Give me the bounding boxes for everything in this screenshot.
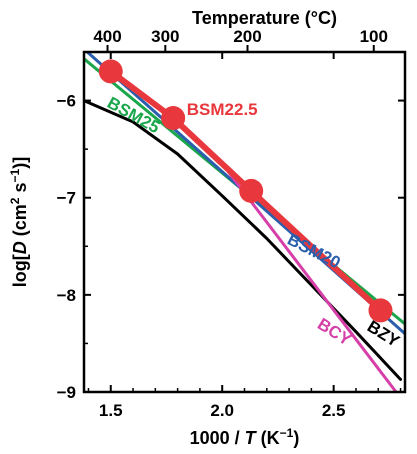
x-tick-label: 2.5 <box>322 401 346 420</box>
label-part: T <box>245 428 258 448</box>
label-part: D <box>10 241 30 254</box>
y-tick-label: −9 <box>57 383 76 402</box>
label-part: s <box>10 182 30 197</box>
data-point-bsm225 <box>161 106 186 131</box>
label-part: (cm <box>10 204 30 241</box>
top-tick-label: 200 <box>233 27 261 46</box>
top-tick-label: 100 <box>360 27 388 46</box>
label-part: −1 <box>280 426 294 440</box>
x-axis-title: 1000 / T (K−1) <box>190 426 300 448</box>
data-point-bsm225 <box>98 59 123 84</box>
data-point-bsm225 <box>368 298 393 323</box>
label-part: log[ <box>10 254 30 287</box>
y-tick-label: −8 <box>57 286 76 305</box>
label-part: −1 <box>8 168 22 182</box>
top-axis-title: Temperature (°C) <box>192 8 337 28</box>
label-part: (K <box>256 428 280 448</box>
series-label-bcy: BCY <box>314 314 355 349</box>
x-tick-label: 1.5 <box>99 401 123 420</box>
y-tick-label: −7 <box>57 189 76 208</box>
y-tick-label: −6 <box>57 92 76 111</box>
series-line-bsm225 <box>107 68 384 314</box>
top-tick-label: 300 <box>151 27 179 46</box>
label-part: 1000 / <box>190 428 245 448</box>
series-label-bsm225: BSM22.5 <box>187 100 258 119</box>
label-part: 2 <box>8 197 22 204</box>
data-point-bsm225 <box>239 178 264 203</box>
label-part: )] <box>10 157 30 169</box>
series-line-bzy <box>84 99 402 381</box>
top-tick-label: 400 <box>93 27 121 46</box>
y-axis-title: log[D (cm2 s−1)] <box>8 157 30 287</box>
label-part: ) <box>293 428 299 448</box>
x-tick-label: 2.0 <box>210 401 234 420</box>
